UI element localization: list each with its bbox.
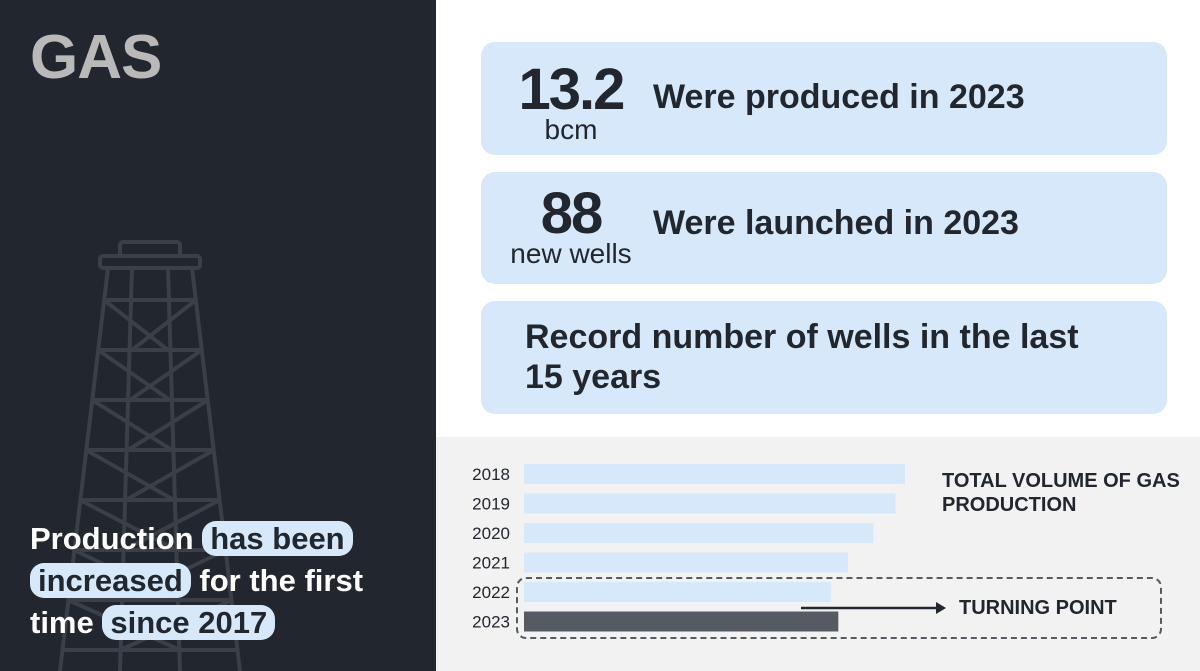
stat-description: Were produced in 2023 [653, 78, 1025, 116]
drilling-rig-icon [58, 240, 242, 671]
stat-number: 13.2 [518, 57, 626, 122]
stat-card-record: Record number of wells in the last 15 ye… [481, 301, 1167, 414]
tick-label-2021: 2021 [472, 554, 510, 573]
bar-2018 [524, 464, 905, 484]
tick-label-2018: 2018 [472, 465, 510, 484]
headline-part-5: first time [30, 563, 364, 640]
bar-2020 [524, 523, 874, 543]
bar-chart: 2018 2019 2020 2021 2022 2023 [472, 464, 946, 632]
bar-2023 [524, 611, 839, 632]
stat-card-production: 13.2 bcm Were produced in 2023 [481, 42, 1167, 155]
stat-card-wells: 88 new wells Were launched in 2023 [481, 172, 1167, 284]
headline-highlight-3: since 2017 [102, 605, 276, 640]
tick-label-2019: 2019 [472, 495, 510, 514]
tick-label-2023: 2023 [472, 613, 510, 632]
turning-point-arrow [801, 602, 946, 614]
stat-number: 88 [540, 181, 604, 246]
tick-label-2022: 2022 [472, 583, 510, 602]
production-chart: 2018 2019 2020 2021 2022 2023 TOTAL VOLUME OF… [436, 437, 1200, 671]
stat-description: Record number of wells in the last 15 ye… [525, 318, 1079, 396]
left-panel: GAS Production has been increased for th… [0, 0, 436, 671]
turning-point-box [516, 577, 1162, 639]
headline-highlight-1: has been [202, 521, 353, 556]
stat-unit: bcm [544, 114, 598, 145]
page-title: GAS [30, 23, 162, 92]
headline: Production has been increased for the fi… [30, 518, 430, 644]
turning-point-label: TURNING POINT [959, 597, 1117, 619]
stat-unit: new wells [510, 238, 632, 269]
headline-part-4: for the [199, 563, 296, 598]
bar-2021 [524, 552, 848, 573]
headline-part-1: Production [30, 521, 194, 556]
bar-2022 [524, 582, 832, 602]
chart-title: TOTAL VOLUME OF GAS PRODUCTION [942, 470, 1180, 516]
stat-description: Were launched in 2023 [653, 204, 1019, 242]
headline-highlight-2: increased [30, 563, 191, 598]
bar-2019 [524, 493, 896, 514]
tick-label-2020: 2020 [472, 524, 510, 543]
